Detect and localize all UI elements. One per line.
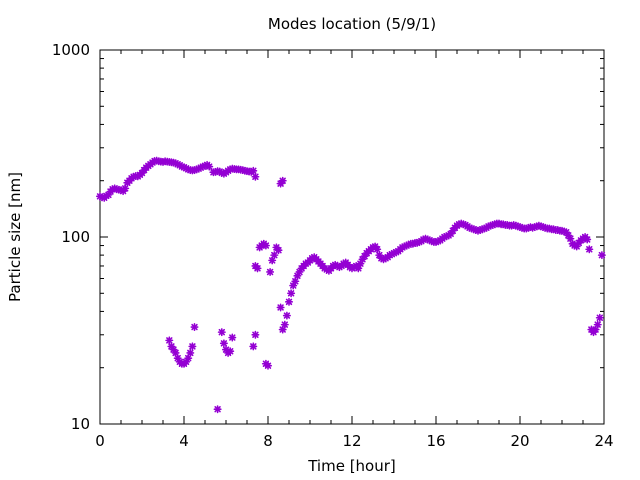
data-point [251,172,260,181]
y-axis: 10 100 1000 [52,41,604,433]
data-point [280,320,289,329]
data-point [190,323,199,332]
y-tick-label: 10 [71,415,90,433]
x-tick-label: 4 [179,432,189,450]
data-point [188,342,197,351]
data-point [219,339,228,348]
data-point [217,328,226,337]
data-point [583,235,592,244]
plot-frame [99,49,605,425]
y-axis-label: Particle size [nm] [6,172,24,302]
data-point [282,311,291,320]
data-point [287,289,296,298]
x-tick-label: 8 [263,432,273,450]
data-points [96,156,606,414]
data-point [595,313,604,322]
data-point [270,251,279,260]
data-point [263,361,273,370]
data-point [261,241,270,250]
x-tick-label: 0 [95,432,105,450]
data-point [186,348,195,357]
data-point [226,347,235,356]
x-tick-label: 16 [426,432,445,450]
chart-title: Modes location (5/9/1) [268,15,436,33]
y-tick-label: 100 [61,228,90,246]
data-point [278,176,287,185]
x-tick-label: 12 [342,432,361,450]
data-point [213,405,222,414]
data-point [585,245,594,254]
data-point [249,342,258,351]
data-point [249,166,258,175]
data-point [205,162,214,171]
data-point [593,320,602,329]
data-point [276,303,285,312]
data-point [251,330,260,339]
data-point [121,184,130,193]
data-point [284,297,294,306]
x-tick-label: 20 [510,432,529,450]
x-axis: 0 4 8 12 16 20 24 [95,50,614,450]
data-point [165,336,174,345]
x-axis-label: Time [hour] [307,457,396,475]
data-point [228,333,237,342]
data-point [373,245,382,254]
data-point [266,267,275,276]
data-point [274,246,283,255]
x-tick-label: 24 [594,432,613,450]
data-point [253,264,262,273]
y-tick-label: 1000 [52,41,90,59]
data-point [597,251,606,260]
